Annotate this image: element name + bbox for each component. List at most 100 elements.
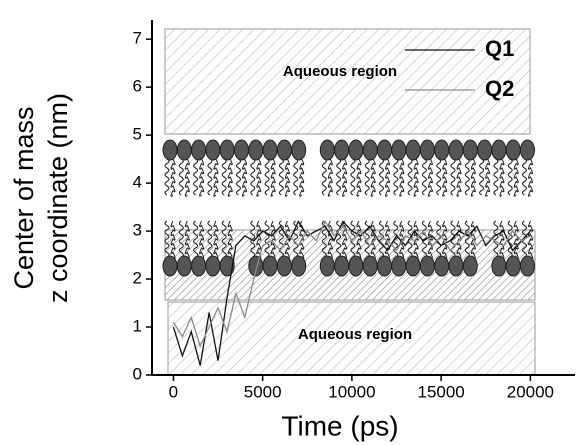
lipid-tail xyxy=(336,158,342,196)
lipid-head xyxy=(205,139,221,161)
x-axis-label: Time (ps) xyxy=(281,410,398,441)
lipid-head xyxy=(205,255,221,277)
y-tick-label: 7 xyxy=(133,29,142,48)
lipid-tail xyxy=(436,158,442,196)
lipid-head xyxy=(405,139,421,161)
lipid-head xyxy=(448,255,464,277)
lipid-tail xyxy=(427,158,433,197)
lipid-tail xyxy=(236,158,241,196)
lipid-tail xyxy=(464,220,470,258)
lipid-head xyxy=(391,139,407,161)
lipid-tail xyxy=(442,158,448,197)
lipid-tail xyxy=(293,158,299,196)
lipid-tail xyxy=(513,220,519,259)
lipid-tail xyxy=(242,158,247,197)
lipid-tail xyxy=(193,220,199,258)
lipid-tail xyxy=(450,158,456,196)
lipid-head xyxy=(291,139,307,161)
lipid-head xyxy=(248,139,264,161)
x-tick-label: 20000 xyxy=(507,382,554,401)
lipid-tail xyxy=(470,158,476,197)
lipid-tail xyxy=(421,158,427,196)
lipid-tail xyxy=(256,158,262,197)
lipid-tail xyxy=(528,220,533,259)
lipid-tail xyxy=(342,158,348,197)
lipid-head xyxy=(191,139,207,161)
series-line xyxy=(172,220,531,349)
lipid-tail xyxy=(479,158,485,196)
lipid-tail xyxy=(356,220,362,259)
lipid-tail xyxy=(184,158,190,197)
x-tick-label: 15000 xyxy=(417,382,464,401)
lipid-head xyxy=(434,255,450,277)
lipid-head xyxy=(176,139,192,161)
lipid-tail xyxy=(250,220,256,258)
lipid-tail xyxy=(164,220,170,258)
lipid-tail xyxy=(464,158,470,196)
lipid-head xyxy=(319,255,335,277)
lipid-tail xyxy=(213,158,219,197)
lipid-head xyxy=(362,255,378,277)
lipid-tail xyxy=(499,158,505,197)
lipid-tail xyxy=(250,158,256,196)
x-tick-label: 10000 xyxy=(328,382,375,401)
lipid-tail xyxy=(256,220,262,259)
lipid-head xyxy=(319,139,335,161)
lipid-tail xyxy=(399,158,405,197)
lipid-tail xyxy=(356,158,362,197)
lipid-tail xyxy=(507,158,513,196)
lipid-tail xyxy=(427,220,433,259)
y-tick-label: 5 xyxy=(133,125,142,144)
lipid-tail xyxy=(221,220,227,258)
lipid-tail xyxy=(393,158,399,196)
lipid-tail xyxy=(350,158,356,196)
legend-label: Q1 xyxy=(485,36,514,61)
lipid-head xyxy=(520,139,535,161)
lipid-tail xyxy=(278,158,284,196)
y-tick-label: 4 xyxy=(133,173,142,192)
lipid-tail xyxy=(499,220,505,259)
lipid-head xyxy=(334,139,350,161)
lipid-tail xyxy=(379,158,384,196)
lipid-tail xyxy=(178,158,184,196)
y-tick-label: 2 xyxy=(133,269,142,288)
lipid-head xyxy=(276,255,292,277)
lipid-head xyxy=(234,139,249,161)
x-tick-label: 5000 xyxy=(244,382,282,401)
lipid-tail xyxy=(284,158,290,197)
lipid-head xyxy=(491,255,507,277)
x-tick-label: 0 xyxy=(169,382,178,401)
lipid-head xyxy=(520,255,535,277)
lipid-head xyxy=(419,139,435,161)
lipid-tail xyxy=(493,158,499,196)
lipid-head xyxy=(391,255,407,277)
lipid-tail xyxy=(522,158,527,196)
lipid-head xyxy=(491,139,507,161)
lipid-tail xyxy=(270,220,276,259)
lipid-head xyxy=(262,255,278,277)
lipid-head xyxy=(505,255,521,277)
lipid-tail xyxy=(293,220,299,258)
lipid-tail xyxy=(456,158,462,197)
lipid-head xyxy=(448,139,464,161)
lipid-tail xyxy=(385,158,390,197)
y-tick-label: 1 xyxy=(133,317,142,336)
lipid-tail xyxy=(456,220,462,259)
lipid-tail xyxy=(342,220,348,259)
y-axis-label: Center of mass xyxy=(9,106,39,289)
lipid-tail xyxy=(264,158,270,196)
lipid-tail xyxy=(221,158,227,196)
lipid-tail xyxy=(299,158,305,197)
annotation: Aqueous region xyxy=(283,63,397,80)
lipid-head xyxy=(377,139,392,161)
lipid-head xyxy=(176,255,192,277)
y-tick-label: 6 xyxy=(133,77,142,96)
lipid-head xyxy=(362,139,378,161)
lipid-tail xyxy=(407,158,413,196)
lipid-head xyxy=(219,139,235,161)
lipid-head xyxy=(348,255,364,277)
lipid-tail xyxy=(264,220,270,258)
lipid-tail xyxy=(227,220,233,259)
lipid-head xyxy=(348,139,364,161)
lipid-head xyxy=(191,255,207,277)
